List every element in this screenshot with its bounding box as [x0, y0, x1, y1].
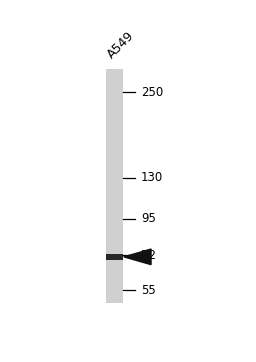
Text: 72: 72: [141, 249, 156, 261]
Bar: [106, 68, 123, 303]
Text: 55: 55: [141, 284, 156, 297]
Polygon shape: [124, 249, 151, 265]
Text: A549: A549: [105, 30, 137, 62]
Text: 95: 95: [141, 212, 156, 225]
Text: 250: 250: [141, 86, 163, 99]
Bar: [106, 254, 123, 260]
Text: 130: 130: [141, 171, 163, 184]
